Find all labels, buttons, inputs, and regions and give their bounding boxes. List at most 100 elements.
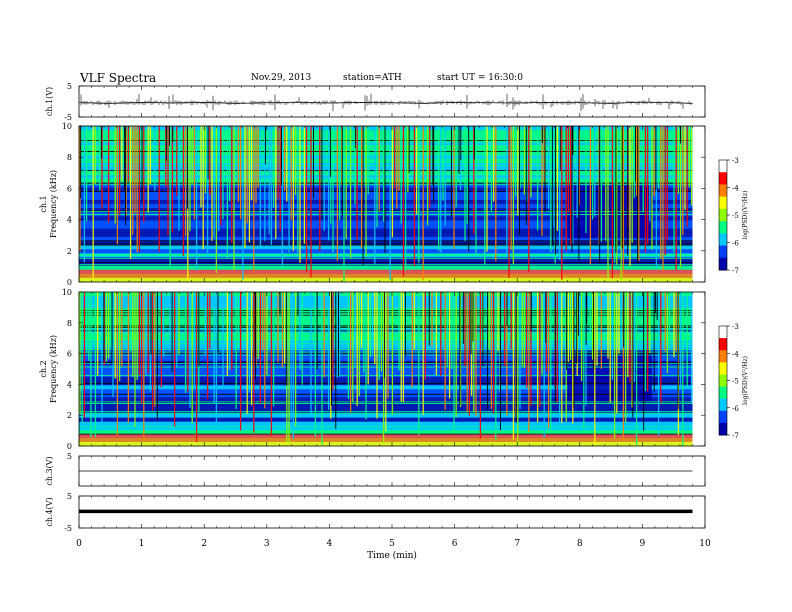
ch1-colorbar-tick-label: -6 — [732, 240, 739, 248]
x-tick-label: 0 — [76, 539, 82, 549]
x-tick-label: 5 — [389, 539, 395, 549]
ch1-frequency-band — [79, 269, 693, 275]
ch1-waveform-trace — [78, 101, 693, 104]
ch2-colorbar-tick-label: -4 — [732, 350, 739, 358]
ch2-frequency-band — [79, 441, 693, 447]
ch1-colorbar-tick-label: -5 — [732, 212, 739, 220]
ch3-waveform-ylabel: ch.3(V) — [45, 456, 54, 485]
ch2-colorbar-segment — [719, 398, 727, 412]
ch1-frequency-band — [79, 195, 693, 201]
ch2-frequency-band — [79, 433, 693, 439]
ch1-frequency-band — [79, 204, 693, 209]
ch1-colorbar-tick-label: -4 — [732, 185, 739, 193]
ch1-frequency-band — [79, 277, 693, 283]
ch2-colorbar-segment — [719, 386, 727, 400]
ch1-frequency-band — [79, 261, 693, 266]
station-label: station=ATH — [343, 73, 402, 83]
ch1-frequency-band — [79, 126, 693, 131]
x-tick-label: 2 — [201, 539, 207, 549]
ch1-frequency-band — [79, 150, 693, 156]
ch1-frequency-band — [79, 224, 693, 229]
ch3-waveform-ytick-label: 5 — [67, 452, 72, 461]
x-tick-label: 8 — [577, 539, 583, 549]
ch1-frequency-band — [79, 228, 693, 234]
ch1-colorbar-segment — [719, 245, 727, 259]
ch1-frequency-band — [79, 232, 693, 238]
ch2-spectrogram-ytick-label: 0 — [67, 442, 72, 451]
ch4-waveform-ylabel: ch.4(V) — [45, 497, 54, 526]
ch1-frequency-band — [79, 134, 693, 139]
ch2-colorbar-segment — [719, 410, 727, 424]
ch2-colorbar-tick-label: -6 — [732, 405, 739, 413]
ch1-frequency-band — [79, 220, 693, 225]
ch1-colorbar-tick-label: -3 — [732, 157, 739, 165]
ch1-frequency-band — [79, 199, 693, 205]
ch2-quiet-region — [567, 350, 652, 403]
ch1-spectrogram-ytick-label: 4 — [67, 216, 72, 225]
date-label: Nov.29, 2013 — [251, 73, 312, 83]
ch1-frequency-band — [79, 154, 693, 160]
ch1-frequency-band — [79, 146, 693, 151]
x-tick-label: 9 — [640, 539, 646, 549]
ch1-spectrogram-ytick-label: 2 — [67, 247, 72, 256]
ch1-spectrogram-ytick-label: 6 — [67, 184, 72, 193]
ch1-frequency-band — [79, 273, 693, 279]
ch1-frequency-band — [79, 130, 693, 135]
ch2-spectrogram-ylabel: Frequency (kHz) — [49, 335, 58, 403]
ch1-spectrogram-ytick-label: 10 — [62, 122, 72, 131]
x-tick-label: 3 — [264, 539, 270, 549]
ch1-spectrogram-ylabel: Frequency (kHz) — [49, 170, 58, 238]
ch2-spectrogram-ytick-label: 10 — [62, 288, 72, 297]
ch1-colorbar-tick-label: -7 — [732, 267, 739, 275]
x-axis-label: Time (min) — [367, 550, 417, 561]
ch1-frequency-band — [79, 187, 693, 192]
ch2-colorbar-segment — [719, 338, 727, 351]
ch2-colorbar-segment — [719, 422, 727, 436]
ch2-spectrogram-ylabel: ch.2 — [39, 360, 48, 377]
ch2-colorbar-tick-label: -7 — [732, 432, 739, 440]
ch2-frequency-band — [79, 429, 693, 435]
ch1-waveform-ytick-label: -5 — [64, 113, 72, 122]
ch1-frequency-band — [79, 236, 693, 242]
x-tick-label: 1 — [139, 539, 145, 549]
ch1-frequency-band — [79, 175, 693, 180]
ch1-spectrogram-ylabel: ch.1 — [39, 195, 48, 212]
ch2-spectrogram-ytick-label: 4 — [67, 380, 72, 389]
ch1-frequency-band — [79, 191, 693, 197]
ch1-frequency-band — [79, 171, 693, 176]
ch1-colorbar-segment — [719, 196, 727, 210]
start-time-label: start UT = 16:30:0 — [437, 73, 523, 83]
x-tick-label: 7 — [514, 539, 520, 549]
ch2-colorbar-label: log(PSD)(V²/Hz) — [742, 356, 749, 405]
ch2-spectrogram-ytick-label: 8 — [67, 319, 72, 328]
ch2-colorbar-segment — [719, 326, 727, 339]
ch4-waveform-ytick-label: 5 — [67, 492, 72, 501]
ch2-colorbar-tick-label: -5 — [732, 378, 739, 386]
x-tick-label: 4 — [327, 539, 333, 549]
ch1-waveform-ytick-label: 5 — [67, 82, 72, 91]
ch2-spectrogram-ytick-label: 6 — [67, 350, 72, 359]
ch1-colorbar-segment — [719, 172, 727, 185]
x-tick-label: 6 — [452, 539, 458, 549]
ch1-frequency-band — [79, 183, 693, 188]
ch1-frequency-band — [79, 245, 693, 250]
ch1-frequency-band — [79, 265, 693, 270]
ch1-colorbar-segment — [719, 221, 727, 234]
ch1-colorbar-segment — [719, 160, 727, 173]
ch1-colorbar-segment — [719, 208, 727, 222]
ch2-colorbar-segment — [719, 374, 727, 388]
ch1-colorbar-segment — [719, 257, 727, 271]
ch1-waveform-ylabel: ch.1(V) — [45, 87, 54, 116]
ch4-waveform-ytick-label: -5 — [64, 524, 72, 533]
ch1-colorbar-segment — [719, 233, 727, 247]
ch1-frequency-band — [79, 142, 693, 147]
ch1-frequency-band — [79, 208, 693, 213]
ch2-colorbar-segment — [719, 362, 727, 375]
ch2-colorbar-segment — [719, 350, 727, 363]
ch1-frequency-band — [79, 158, 693, 164]
chart-title: VLF Spectra — [80, 71, 157, 85]
x-tick-label: 10 — [699, 539, 711, 549]
ch1-spectrogram-ytick-label: 8 — [67, 153, 72, 162]
ch1-colorbar-label: log(PSD)(V²/Hz) — [742, 191, 749, 240]
